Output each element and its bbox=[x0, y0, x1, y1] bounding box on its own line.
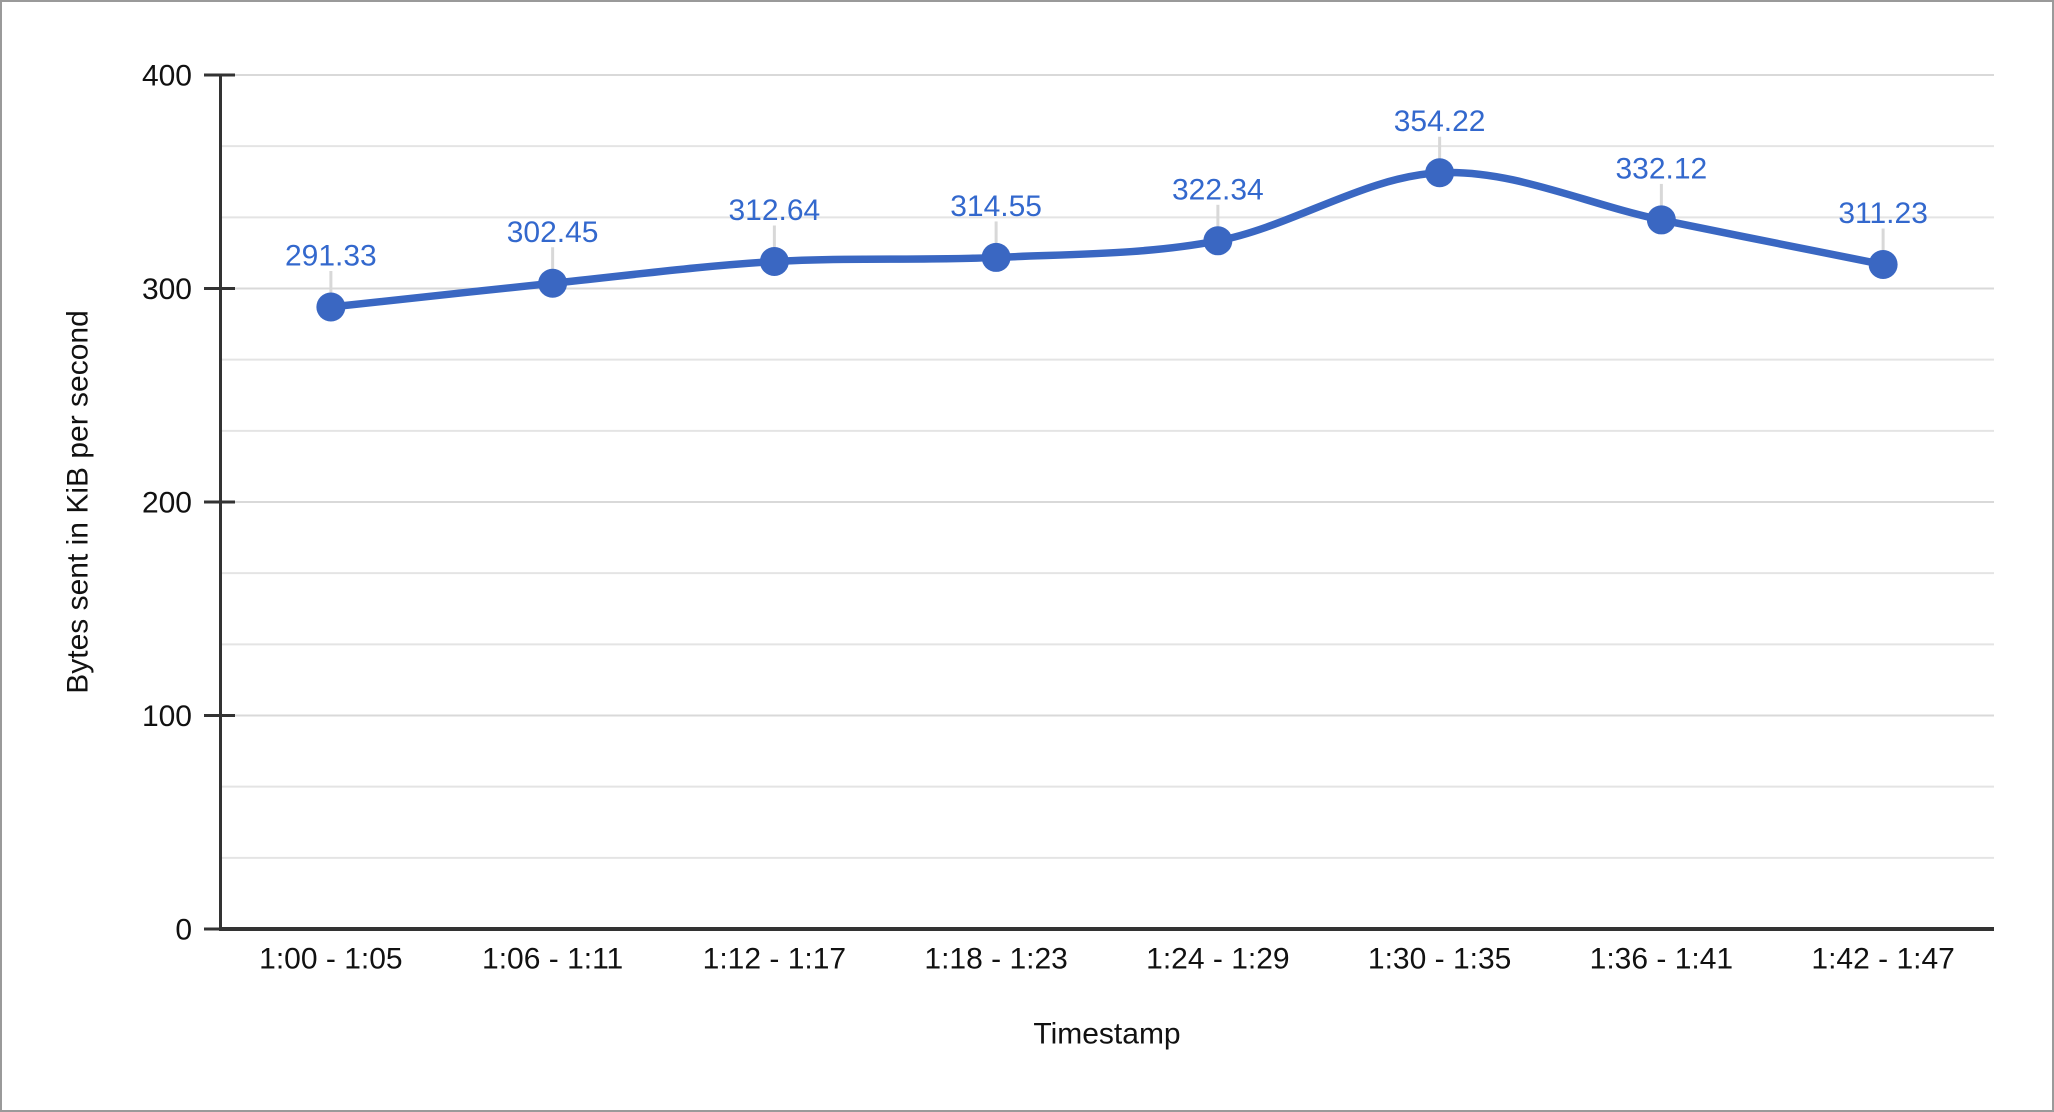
x-axis-tick-label: 1:12 - 1:17 bbox=[703, 943, 846, 976]
data-point-label: 314.55 bbox=[950, 190, 1042, 223]
data-point-marker[interactable] bbox=[1203, 226, 1233, 256]
data-point-marker[interactable] bbox=[759, 247, 789, 277]
data-point-marker[interactable] bbox=[1425, 158, 1455, 188]
y-axis-tick-label: 200 bbox=[142, 487, 192, 520]
x-axis-tick-label: 1:36 - 1:41 bbox=[1590, 943, 1733, 976]
y-axis-tick-label: 300 bbox=[142, 273, 192, 306]
data-point-label: 311.23 bbox=[1838, 197, 1928, 230]
data-point-marker[interactable] bbox=[316, 292, 346, 322]
y-axis-tick-label: 400 bbox=[142, 60, 192, 93]
data-point-label: 291.33 bbox=[285, 240, 377, 273]
data-point-label: 302.45 bbox=[507, 216, 599, 249]
x-axis-tick-label: 1:00 - 1:05 bbox=[259, 943, 402, 976]
x-axis-tick-label: 1:06 - 1:11 bbox=[482, 943, 623, 976]
x-axis-tick-label: 1:24 - 1:29 bbox=[1146, 943, 1289, 976]
y-axis-tick-label: 100 bbox=[142, 700, 192, 733]
data-point-label: 332.12 bbox=[1615, 152, 1707, 185]
x-axis-tick-label: 1:42 - 1:47 bbox=[1811, 943, 1954, 976]
data-point-label: 322.34 bbox=[1172, 173, 1264, 206]
x-axis-tick-label: 1:30 - 1:35 bbox=[1368, 943, 1511, 976]
data-point-marker[interactable] bbox=[538, 268, 568, 298]
y-axis-title: Bytes sent in KiB per second bbox=[62, 310, 95, 694]
series-line bbox=[327, 168, 1887, 311]
y-axis-tick-label: 0 bbox=[175, 914, 192, 947]
data-point-marker[interactable] bbox=[1646, 205, 1676, 235]
x-axis-title: Timestamp bbox=[1033, 1018, 1180, 1051]
data-point-label: 312.64 bbox=[728, 194, 820, 227]
data-point-marker[interactable] bbox=[981, 242, 1011, 272]
data-point-marker[interactable] bbox=[1868, 250, 1898, 280]
x-axis-tick-label: 1:18 - 1:23 bbox=[924, 943, 1067, 976]
data-point-label: 354.22 bbox=[1394, 105, 1486, 138]
